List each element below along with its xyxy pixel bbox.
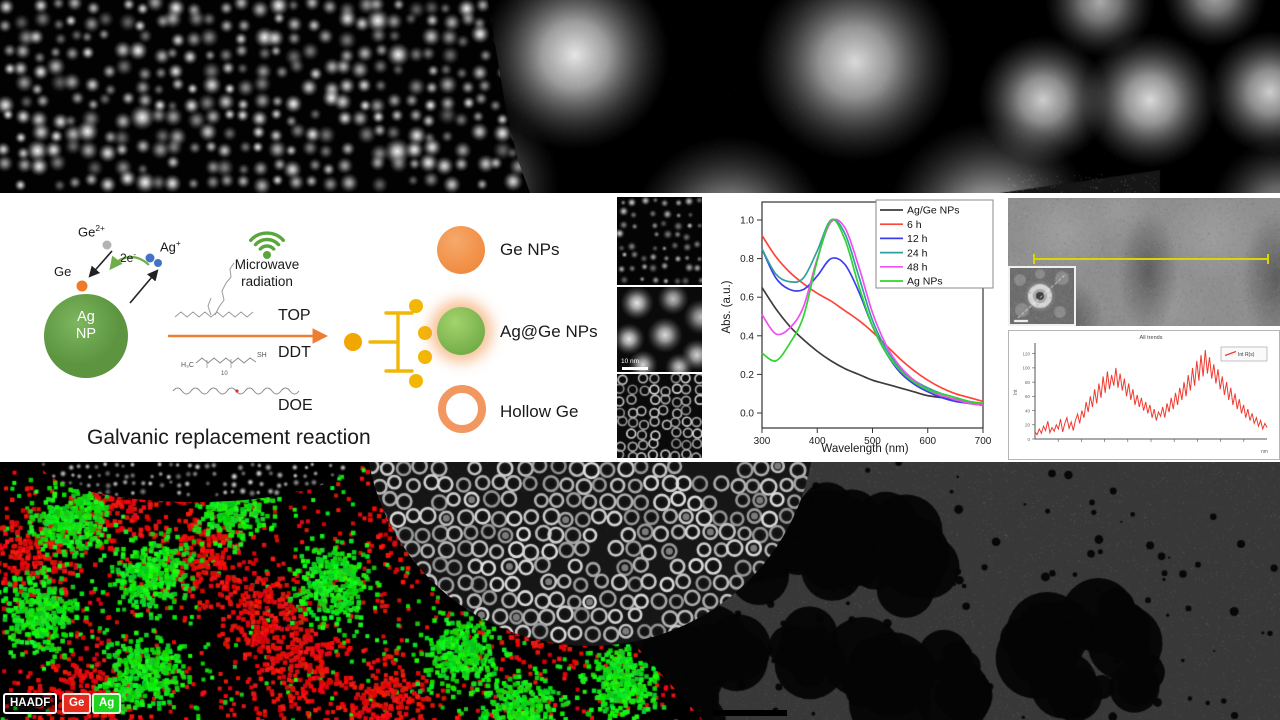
svg-text:500: 500: [864, 436, 881, 447]
ag-map-badge: Ag: [92, 693, 122, 714]
tem-mini-agge-nps: [617, 287, 702, 372]
tem-mini-hollow-ge: [617, 374, 702, 458]
svg-text:60: 60: [1025, 394, 1031, 399]
svg-text:120: 120: [1022, 351, 1030, 356]
svg-text:nm: nm: [1261, 449, 1268, 455]
stem-image-large-particles-wrap: [488, 0, 1280, 193]
ag-np-circle: [44, 294, 128, 378]
doe-label: DOE: [278, 397, 313, 414]
svg-text:48 h: 48 h: [907, 262, 928, 274]
reaction-schematic: H₃C SH 10: [44, 231, 432, 395]
bottom-scale-bar: [713, 710, 787, 716]
bottom-panel: HAADF Ge Ag: [0, 462, 1280, 720]
ag-ion-dot-1: [145, 253, 155, 263]
ddt-label: DDT: [278, 344, 311, 361]
microwave-icon: [249, 231, 285, 259]
ge-np-label: Ge NPs: [500, 240, 560, 259]
doe-marker-dot: [235, 389, 239, 393]
profile-line-cap-left: [1033, 254, 1035, 264]
profile-line-cap-right: [1267, 254, 1269, 264]
ge-atom-dot: [76, 280, 88, 292]
ge-ion-label: Ge2+: [78, 223, 105, 240]
ge-ion-dot: [102, 240, 112, 250]
electron-transfer-arrow: [109, 255, 150, 271]
micelle-structure: [368, 311, 414, 373]
ddt-h3c-text: H₃C: [181, 362, 194, 369]
tem-mini-ge-nps: [617, 197, 702, 285]
svg-text:Ag NPs: Ag NPs: [907, 276, 943, 288]
stem-inset-wrap: [1008, 266, 1076, 326]
ag-ion-label: Ag+: [160, 238, 181, 255]
svg-text:700: 700: [975, 436, 992, 447]
svg-text:24 h: 24 h: [907, 247, 928, 259]
intensity-profile-panel: All trends 0 20 40 60 80 100 120 Int nm Int R(s): [1008, 330, 1280, 460]
schematic-caption: Galvanic replacement reaction: [87, 426, 371, 449]
svg-text:400: 400: [809, 436, 826, 447]
ag-ge-np-label: Ag@Ge NPs: [500, 322, 598, 341]
svg-text:12 h: 12 h: [907, 233, 928, 245]
top-molecule: [174, 262, 254, 318]
svg-text:0.6: 0.6: [740, 293, 754, 304]
tem-scale-bar: [622, 367, 648, 370]
svg-text:0.4: 0.4: [740, 331, 754, 342]
stem-image-large-particles: [488, 0, 1280, 193]
ag-ion-dot-2: [154, 259, 162, 267]
svg-text:20: 20: [1025, 423, 1031, 428]
ge-reduction-arrow: [88, 250, 113, 278]
svg-text:Int: Int: [1013, 389, 1019, 395]
micelle-dots: [344, 299, 432, 388]
ge-atom-label: Ge: [54, 264, 72, 279]
svg-text:All trends: All trends: [1140, 335, 1163, 341]
svg-text:100: 100: [1022, 366, 1030, 371]
ge-np-symbol: [437, 226, 485, 274]
svg-text:Int R(s): Int R(s): [1238, 352, 1255, 358]
electrons-label: 2e-: [120, 250, 136, 265]
svg-text:300: 300: [754, 436, 771, 447]
microwave-label-1: Microwave: [234, 257, 300, 272]
stem-inset-image: [1010, 268, 1074, 324]
uvvis-ylabel: Abs. (a.u.): [721, 280, 733, 334]
svg-text:0.2: 0.2: [740, 370, 754, 381]
svg-text:6 h: 6 h: [907, 219, 922, 231]
haadf-badge: HAADF: [3, 693, 58, 714]
ddt-sub-text: 10: [221, 371, 228, 377]
svg-text:0.0: 0.0: [740, 409, 754, 420]
uvvis-absorption-chart: 300 400 500 600 700 0.0 0.2 0.4 0.6 0.8 1.0 Ag/Ge N…: [740, 199, 994, 447]
ag-np-label: Ag NP: [75, 309, 97, 342]
stem-image-small-particles: [0, 0, 530, 193]
intensity-profile-chart: All trends 0 20 40 60 80 100 120 Int nm Int R(s): [1013, 335, 1268, 455]
svg-text:40: 40: [1025, 408, 1031, 413]
microwave-label-2: radiation: [241, 274, 293, 289]
middle-panel: H₃C SH 10 Ge2+ Ge 2e- Ag: [0, 193, 1280, 462]
profile-line-marker: [1034, 258, 1268, 260]
tem-scale-bar-label: 10 nm: [621, 358, 640, 365]
top-label: TOP: [278, 307, 311, 324]
hollow-ge-label: Hollow Ge: [500, 402, 579, 421]
ddt-sh-text: SH: [257, 352, 267, 359]
ag-ge-np-symbol: [437, 307, 485, 355]
svg-text:80: 80: [1025, 380, 1031, 385]
svg-text:0.8: 0.8: [740, 254, 754, 265]
svg-text:1.0: 1.0: [740, 216, 754, 227]
svg-text:Ag/Ge NPs: Ag/Ge NPs: [907, 205, 960, 217]
ddt-molecule: [195, 357, 257, 368]
uvvis-xlabel: Wavelength (nm): [821, 443, 909, 455]
ge-map-badge: Ge: [62, 693, 92, 714]
svg-text:600: 600: [919, 436, 936, 447]
svg-text:0: 0: [1027, 437, 1030, 442]
hollow-ge-symbol: [438, 385, 486, 433]
ag-release-arrow: [129, 269, 159, 304]
